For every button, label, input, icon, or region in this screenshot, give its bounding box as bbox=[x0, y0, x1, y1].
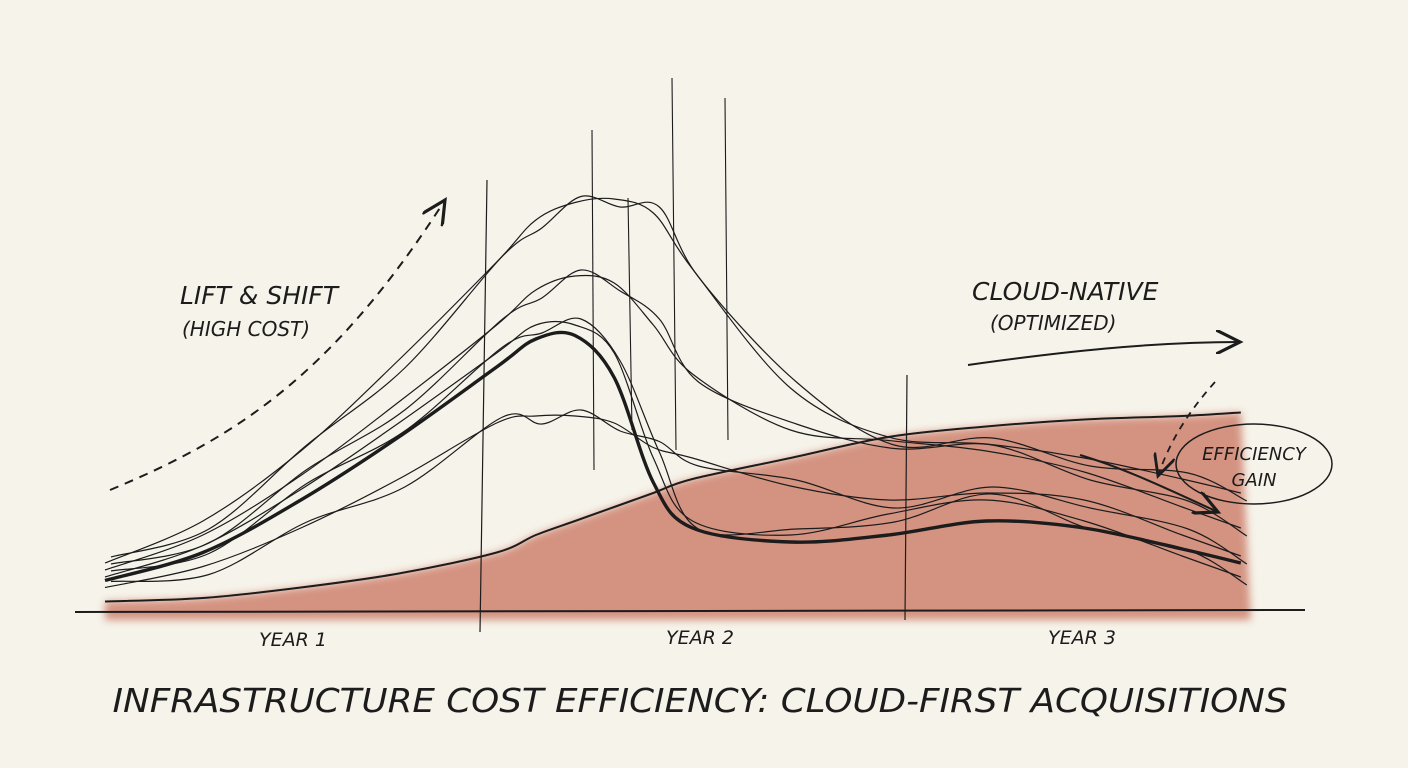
efficiency-callout-oval bbox=[1175, 423, 1333, 505]
x-tick-label: YEAR 1 bbox=[259, 629, 327, 651]
cloud-native-label: CLOUD-NATIVE bbox=[972, 277, 1159, 306]
lift-shift-sketch-line bbox=[110, 409, 1248, 583]
x-tick-label: YEAR 2 bbox=[666, 627, 734, 649]
divider-year2 bbox=[479, 179, 488, 633]
lift-shift-sketch-line bbox=[110, 317, 1248, 586]
x-axis bbox=[74, 609, 1306, 613]
cloud-native-line bbox=[104, 411, 1241, 603]
divider-sketch-1 bbox=[591, 129, 595, 471]
lift-shift-sketch-line bbox=[110, 195, 1248, 558]
cloud-native-area bbox=[105, 412, 1251, 620]
lift-shift-sublabel: (HIGH COST) bbox=[182, 317, 310, 341]
divider-sketch-4 bbox=[627, 197, 633, 431]
lift-shift-sketch-line bbox=[110, 269, 1248, 565]
lift-shift-label: LIFT & SHIFT bbox=[180, 281, 340, 310]
year-dividers bbox=[479, 77, 908, 633]
efficiency-label-line2: GAIN bbox=[1231, 470, 1276, 491]
divider-year3 bbox=[904, 374, 908, 621]
divider-sketch-2 bbox=[671, 77, 677, 451]
cloud-native-area-layer bbox=[105, 412, 1251, 620]
efficiency-label-line1: EFFICIENCY bbox=[1202, 444, 1308, 465]
lift-shift-dashed-arrow bbox=[109, 200, 445, 491]
x-tick-label: YEAR 3 bbox=[1048, 627, 1116, 649]
chart-title: INFRASTRUCTURE COST EFFICIENCY: CLOUD-FI… bbox=[113, 681, 1288, 720]
efficiency-trend-arrow bbox=[1079, 454, 1218, 512]
cloud-native-sublabel: (OPTIMIZED) bbox=[990, 311, 1116, 335]
cloud-native-arrow bbox=[967, 342, 1240, 366]
x-tick-labels: YEAR 1 YEAR 2 YEAR 3 bbox=[259, 627, 1116, 651]
divider-sketch-3 bbox=[724, 97, 729, 441]
efficiency-dashed-arrow bbox=[1158, 381, 1216, 476]
lift-shift-lines-layer bbox=[104, 195, 1248, 603]
